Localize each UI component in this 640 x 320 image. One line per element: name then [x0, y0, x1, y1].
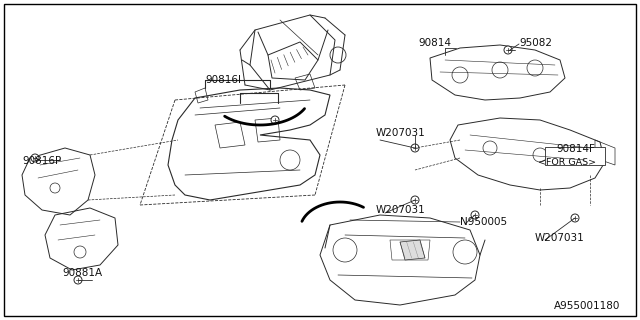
Text: 90881A: 90881A: [62, 268, 102, 278]
Text: 90814F: 90814F: [556, 144, 595, 154]
Circle shape: [74, 276, 82, 284]
Text: W207031: W207031: [376, 128, 426, 138]
Text: A955001180: A955001180: [554, 301, 620, 311]
Text: W207031: W207031: [376, 205, 426, 215]
Text: 90814: 90814: [418, 38, 451, 48]
Bar: [545, 147, 605, 165]
Text: 95082: 95082: [519, 38, 552, 48]
Circle shape: [31, 154, 39, 162]
Polygon shape: [400, 240, 425, 260]
Circle shape: [411, 144, 419, 152]
Circle shape: [571, 214, 579, 222]
Text: N950005: N950005: [460, 217, 507, 227]
Text: 90816P: 90816P: [22, 156, 61, 166]
Circle shape: [471, 211, 479, 219]
Text: W207031: W207031: [535, 233, 585, 243]
Text: <FOR GAS>: <FOR GAS>: [538, 158, 596, 167]
Circle shape: [271, 116, 279, 124]
Circle shape: [504, 46, 512, 54]
Text: 90816I: 90816I: [205, 75, 241, 85]
Circle shape: [411, 196, 419, 204]
